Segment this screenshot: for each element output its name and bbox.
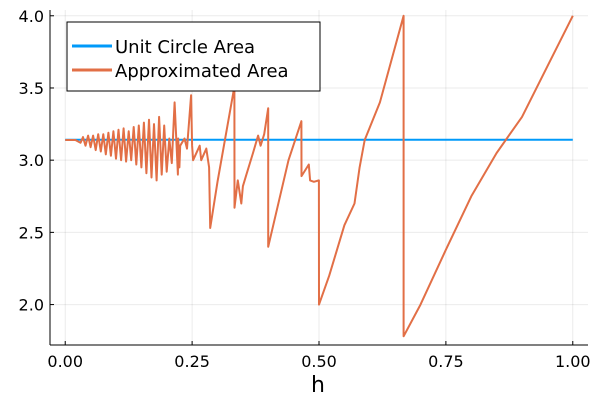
x-tick-label-0: 0.00 [47,352,83,371]
x-tick-label-4: 1.00 [555,352,591,371]
legend: Unit Circle Area Approximated Area [66,21,321,92]
y-tick-label-2: 3.0 [19,151,44,170]
x-axis-label: h [311,373,325,398]
legend-label-1: Approximated Area [115,61,289,82]
tick-labels: 0.00 0.25 0.50 0.75 1.00 2.0 2.5 3.0 3.5 4.0 [19,7,591,371]
y-tick-label-3: 3.5 [19,79,44,98]
axes [49,10,588,346]
x-tick-label-2: 0.50 [301,352,337,371]
x-tick-label-1: 0.25 [174,352,210,371]
legend-label-0: Unit Circle Area [115,37,255,58]
x-tick-label-3: 0.75 [428,352,464,371]
series-line-1 [65,14,574,338]
y-tick-label-0: 2.0 [19,296,44,315]
legend-box [66,21,321,92]
y-tick-label-1: 2.5 [19,223,44,242]
y-tick-label-4: 4.0 [19,7,44,26]
series-group [65,14,574,338]
